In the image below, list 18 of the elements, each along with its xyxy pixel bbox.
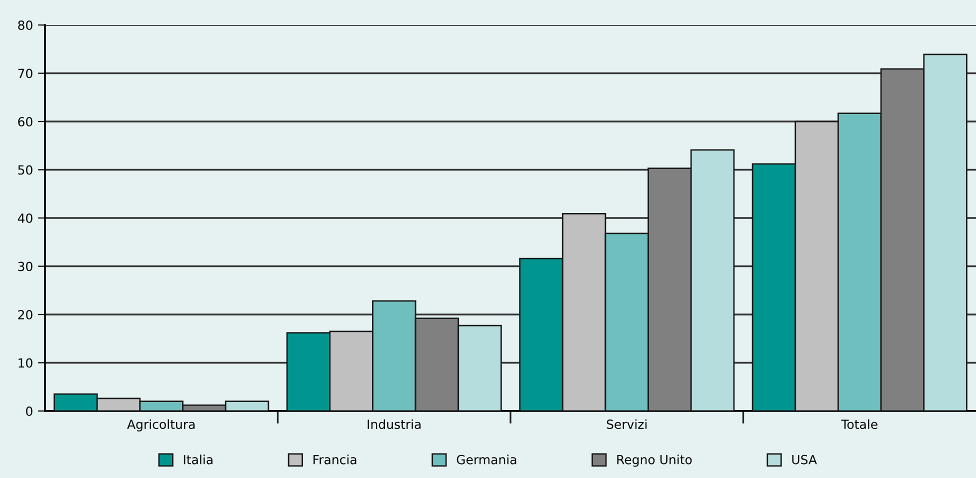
legend-label: Francia (314, 454, 356, 464)
legend-label: Regno Unito (617, 454, 692, 467)
y-tick-label: 20 (18, 310, 32, 320)
x-tick-label: Totale (841, 419, 878, 430)
legend-label: Germania (456, 454, 516, 464)
legend-label: USA (792, 454, 817, 464)
y-tick-label: 10 (18, 358, 32, 368)
y-tick-label: 0 (26, 406, 32, 416)
y-tick-label: 80 (18, 20, 32, 30)
y-tick-label: 30 (18, 262, 32, 272)
x-tick-label: Industria (368, 419, 421, 430)
x-tick-label: Servizi (606, 419, 647, 430)
y-tick-label: 70 (18, 68, 32, 78)
y-tick-label: 50 (18, 165, 32, 175)
legend-label: Italia (184, 454, 212, 464)
y-tick-label: 40 (18, 213, 32, 223)
x-tick-label: Agricoltura (127, 419, 195, 432)
y-tick-label: 60 (18, 116, 32, 126)
